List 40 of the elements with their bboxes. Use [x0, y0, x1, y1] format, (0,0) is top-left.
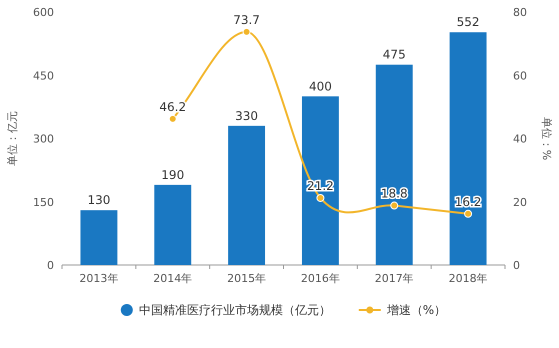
y-tick-label: 600 [33, 6, 54, 19]
x-tick-label: 2016年 [300, 272, 340, 285]
bar [376, 64, 413, 265]
x-tick-label: 2018年 [448, 272, 488, 285]
y-tick-label: 300 [33, 132, 54, 146]
data-label: 130 [87, 193, 110, 208]
point [242, 28, 251, 36]
data-label: 400 [308, 79, 332, 94]
data-label: 330 [235, 108, 258, 123]
data-label: 552 [456, 15, 480, 30]
data-label: 16.2 [454, 194, 482, 209]
bar [302, 96, 339, 265]
data-label: 475 [382, 48, 406, 62]
y-tick-label: 150 [33, 196, 54, 209]
x-tick-label: 2014年 [153, 272, 192, 285]
y-axis-title: 单位：亿元 [6, 111, 19, 166]
y2-tick-label: 80 [513, 6, 527, 19]
x-tick-label: 2013年 [79, 272, 118, 285]
bar [228, 126, 266, 265]
point [390, 202, 398, 210]
x-tick-label: 2015年 [227, 272, 266, 285]
legend-label: 中国精准医疗行业市场规模（亿元） [138, 303, 331, 317]
point [168, 114, 177, 123]
bar [154, 184, 192, 265]
y2-tick-label: 40 [513, 132, 527, 146]
data-label: 73.7 [233, 12, 260, 27]
legend-label: 增速（%） [386, 303, 446, 317]
bar [80, 210, 118, 265]
point [464, 210, 472, 218]
y-tick-label: 0 [47, 259, 54, 272]
y2-axis-title: 单位：% [540, 116, 553, 160]
y-tick-label: 450 [33, 69, 54, 82]
y2-tick-label: 0 [513, 259, 520, 272]
data-label: 190 [161, 168, 184, 182]
bar [450, 32, 487, 265]
data-label: 18.8 [380, 186, 408, 201]
y2-tick-label: 20 [513, 196, 527, 209]
point [316, 194, 324, 202]
y2-tick-label: 60 [513, 69, 527, 82]
x-tick-label: 2017年 [374, 272, 414, 285]
